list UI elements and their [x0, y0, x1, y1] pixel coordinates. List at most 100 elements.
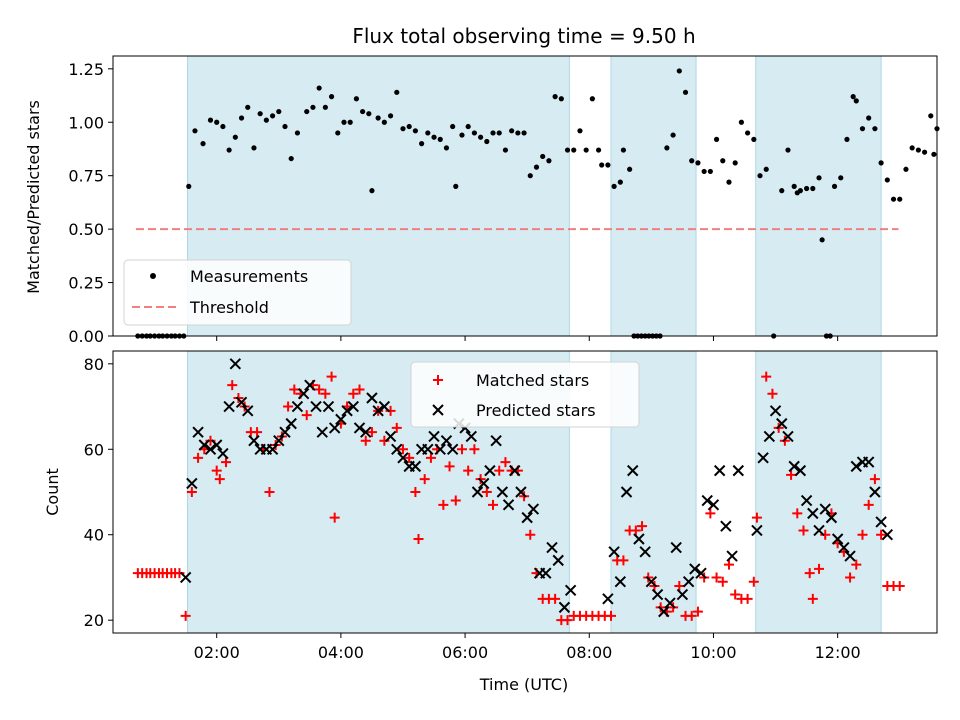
- measurement-point-41: [369, 188, 375, 194]
- x-axis-label: Time (UTC): [479, 675, 568, 694]
- measurement-point-79: [599, 162, 605, 168]
- measurement-point-22: [251, 145, 257, 151]
- predicted-star-point-2: [192, 426, 204, 438]
- measurement-point-64: [509, 128, 515, 134]
- measurement-point-63: [502, 147, 509, 153]
- measurement-point-26: [276, 108, 282, 115]
- predicted-star-point-90: [782, 430, 794, 443]
- predicted-star-point-100: [844, 550, 856, 562]
- matched-star-point-18: [221, 457, 232, 468]
- measurement-point-39: [360, 108, 366, 115]
- matched-star-point-114: [807, 593, 818, 604]
- predicted-star-point-7: [223, 400, 235, 413]
- measurement-point-76: [583, 147, 589, 153]
- matched-star-point-121: [851, 559, 862, 570]
- predicted-star-point-52: [502, 499, 515, 511]
- measurement-point-128: [866, 115, 872, 121]
- matched-star-point-110: [786, 469, 797, 480]
- matched-star-point-83: [618, 555, 629, 566]
- matched-star-point-48: [404, 452, 415, 463]
- predicted-star-point-65: [614, 576, 627, 588]
- predicted-star-point-23: [322, 400, 335, 413]
- predicted-star-point-79: [701, 494, 713, 507]
- measurement-point-27: [282, 123, 288, 130]
- top-y-tick-label-1: 0.25: [68, 274, 104, 293]
- top-legend-box: [123, 259, 352, 326]
- measurement-point-20: [238, 115, 245, 121]
- matched-star-point-62: [488, 499, 499, 510]
- matched-star-point-36: [329, 512, 340, 523]
- predicted-star-point-26: [341, 405, 353, 417]
- matched-star-point-115: [814, 563, 825, 574]
- matched-star-point-13: [193, 452, 204, 463]
- top-y-tick-label-4: 1.00: [68, 113, 104, 132]
- top-y-tick-label-0: 0.00: [68, 327, 104, 346]
- matched-star-point-74: [562, 615, 573, 626]
- matched-star-point-12: [186, 487, 197, 497]
- matched-star-point-64: [500, 457, 511, 468]
- measurement-point-43: [381, 119, 387, 125]
- measurement-point-108: [757, 173, 763, 179]
- predicted-star-point-96: [819, 503, 831, 515]
- legend-measurements-label: Measurements: [190, 267, 308, 286]
- predicted-star-point-39: [422, 443, 434, 455]
- matched-star-point-100: [723, 559, 734, 570]
- predicted-star-point-103: [862, 456, 875, 468]
- predicted-star-point-6: [217, 447, 229, 460]
- measurement-point-129: [872, 126, 878, 132]
- predicted-star-point-54: [515, 486, 527, 498]
- bottom-y-tick-label-2: 60: [84, 440, 104, 459]
- predicted-star-point-89: [776, 417, 788, 430]
- predicted-star-point-34: [391, 443, 403, 455]
- predicted-star-point-104: [869, 486, 881, 498]
- measurement-point-74: [571, 147, 577, 153]
- legend-measurements-marker: [150, 273, 156, 279]
- measurement-point-59: [478, 134, 484, 140]
- measurement-point-80: [605, 162, 611, 168]
- matched-star-point-106: [761, 371, 772, 382]
- matched-star-point-85: [630, 525, 641, 536]
- predicted-star-point-4: [204, 443, 217, 455]
- measurement-point-75: [577, 128, 583, 134]
- matched-star-point-111: [792, 508, 803, 519]
- matched-star-point-56: [450, 495, 461, 506]
- measurement-point-130: [878, 160, 884, 166]
- measurement-point-58: [471, 130, 477, 136]
- measurement-point-111: [779, 188, 785, 194]
- predicted-star-point-46: [465, 430, 477, 443]
- predicted-star-point-15: [273, 435, 285, 447]
- matched-star-point-50: [413, 534, 424, 544]
- matched-star-point-81: [606, 610, 617, 621]
- predicted-star-point-30: [366, 392, 378, 404]
- measurement-point-57: [465, 123, 471, 130]
- predicted-star-point-50: [490, 435, 502, 447]
- predicted-star-point-37: [409, 460, 422, 473]
- bottom-y-axis-label: Count: [43, 468, 62, 516]
- x-tick-label-4: 10:00: [690, 643, 736, 662]
- top-y-tick-label-5: 1.25: [68, 60, 104, 79]
- bottom-y-tick-label-1: 40: [84, 526, 104, 545]
- matched-star-point-57: [456, 444, 467, 455]
- measurement-point-98: [695, 160, 701, 166]
- matched-star-point-92: [674, 581, 685, 591]
- predicted-star-point-106: [881, 529, 894, 541]
- measurement-point-93: [664, 145, 670, 151]
- predicted-star-point-11: [248, 435, 260, 447]
- measurement-point-38: [353, 96, 360, 102]
- measurement-point-99: [701, 168, 707, 175]
- matched-star-point-35: [326, 371, 337, 382]
- measurement-point-47: [406, 123, 412, 130]
- predicted-star-point-17: [285, 417, 297, 430]
- measurement-point-14: [200, 141, 206, 147]
- measurement-point-46: [400, 126, 406, 132]
- measurement-point-65: [515, 130, 521, 136]
- matched-star-point-46: [391, 422, 402, 433]
- measurement-point-106: [745, 130, 751, 136]
- x-tick-label-0: 02:00: [194, 643, 240, 662]
- predicted-star-point-91: [788, 460, 800, 473]
- predicted-star-point-72: [658, 605, 670, 618]
- measurement-point-135: [909, 145, 915, 151]
- matched-star-point-98: [711, 572, 722, 583]
- bottom-axes-frame: [112, 350, 938, 634]
- predicted-star-point-19: [297, 388, 310, 400]
